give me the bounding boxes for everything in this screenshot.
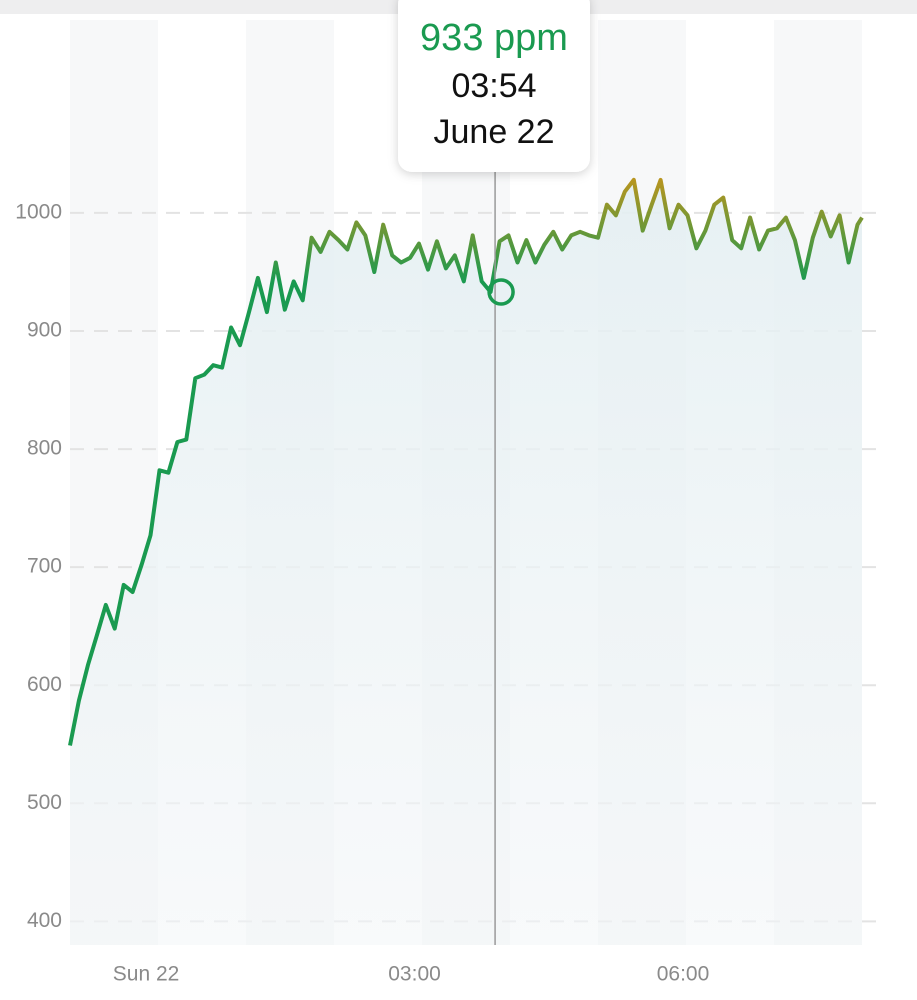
y-tick-label: 900 bbox=[27, 319, 62, 342]
area bbox=[70, 179, 862, 945]
y-tick-label: 700 bbox=[27, 555, 62, 578]
line bbox=[68, 177, 864, 746]
tooltip: 933 ppm 03:54 June 22 bbox=[398, 0, 590, 945]
tooltip-time: 03:54 bbox=[451, 67, 536, 105]
cursor-marker bbox=[487, 278, 515, 306]
y-tick-label: 800 bbox=[27, 437, 62, 460]
y-tick-label: 600 bbox=[27, 673, 62, 696]
x-tick-label: 06:00 bbox=[657, 963, 710, 986]
x-tick-label: Sun 22 bbox=[113, 963, 180, 986]
tooltip-box bbox=[398, 0, 590, 172]
y-tick-label: 1000 bbox=[15, 200, 62, 223]
tooltip-value: 933 ppm bbox=[420, 17, 568, 59]
x-tick-label: 03:00 bbox=[388, 963, 441, 986]
y-tick-label: 400 bbox=[27, 909, 62, 932]
tooltip-date: June 22 bbox=[434, 113, 555, 151]
y-tick-label: 500 bbox=[27, 791, 62, 814]
plot bbox=[68, 177, 864, 945]
